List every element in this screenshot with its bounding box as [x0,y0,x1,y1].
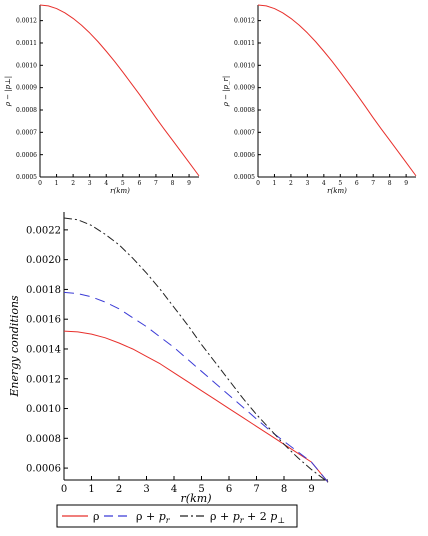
x-tick-label: 3 [88,180,92,187]
panel-energy-ticks: 0 1 2 3 4 5 6 7 8 9 0.0006 0.0008 0.0010 0.0012 0.0014… [26,225,315,495]
panel-top-left-ylabel: ρ − |p⊥| [4,76,12,107]
x-tick-label: 8 [388,180,392,187]
x-tick-label: 8 [281,484,287,495]
series-line-1 [39,4,200,177]
panel-top-right-xlabel: r(km) [327,187,347,195]
y-tick-label: 0.0020 [26,255,61,266]
x-tick-label: 0 [38,180,42,187]
y-tick-label: 0.0008 [234,107,255,114]
x-tick-label: 1 [273,180,277,187]
x-tick-label: 8 [171,180,175,187]
y-tick-label: 0.0008 [16,107,37,114]
y-tick-label: 0.0016 [26,315,61,326]
x-tick-label: 7 [371,180,375,187]
y-tick-label: 0.0011 [234,40,255,47]
x-tick-label: 3 [305,180,309,187]
y-tick-label: 0.0007 [234,129,255,136]
x-tick-label: 9 [187,180,191,187]
panel-energy-axes [63,212,328,481]
x-tick-label: 1 [55,180,59,187]
panel-energy-xlabel: r(km) [181,492,212,505]
panel-energy-conditions: 0 1 2 3 4 5 6 7 8 9 0.0006 0.0008 0.0010 0.0012 0.0014… [8,212,329,528]
y-tick-label: 0.0010 [234,62,255,69]
panel-top-right-axes [257,5,416,178]
panel-energy-ylabel: Energy conditions [8,295,21,398]
x-tick-label: 0 [256,180,260,187]
series-line-1 [63,330,329,483]
panel-top-right-ticks: 0 1 2 3 4 5 6 7 8 9 0.0005 0.0006 0.0007 0.0008 0.0009… [234,18,408,187]
x-tick-label: 5 [198,484,204,495]
x-tick-label: 0 [61,484,67,495]
y-tick-label: 0.0010 [26,404,61,415]
y-tick-label: 0.0010 [16,62,37,69]
legend-label-rho-plus-pr-plus-2pperp: ρ + pr + 2 p⊥ [210,510,285,525]
x-tick-label: 5 [121,180,125,187]
series-line-1 [257,4,417,177]
y-tick-label: 0.0009 [234,85,255,92]
x-tick-label: 5 [338,180,342,187]
panel-energy-series [63,217,329,483]
x-tick-label: 1 [88,484,94,495]
panel-top-right: 0 1 2 3 4 5 6 7 8 9 0.0005 0.0006 0.0007 0.0008 0.0009… [222,4,417,195]
x-tick-label: 6 [355,180,359,187]
legend: ρ ρ + pr ρ + pr + 2 p⊥ [56,504,298,528]
y-tick-label: 0.0008 [26,434,61,445]
legend-label-rho-plus-pr: ρ + pr [136,510,171,525]
legend-box [56,504,298,528]
y-tick-label: 0.0022 [26,225,61,236]
x-tick-label: 9 [308,484,314,495]
y-tick-label: 0.0009 [16,85,37,92]
panel-top-left: 0 1 2 3 4 5 6 7 8 9 0.0005 0.0006 0.0007 0.0008 0.0009… [4,4,200,195]
y-tick-label: 0.0006 [16,152,37,159]
y-tick-label: 0.0005 [16,174,37,181]
panel-top-left-xlabel: r(km) [110,187,130,195]
x-tick-label: 9 [404,180,408,187]
y-tick-label: 0.0006 [234,152,255,159]
y-tick-label: 0.0012 [234,18,255,25]
x-tick-label: 6 [137,180,141,187]
panel-top-right-ylabel: ρ − |p_r| [222,76,230,107]
y-tick-label: 0.0005 [234,174,255,181]
panel-top-left-series [39,4,200,177]
y-tick-label: 0.0014 [26,344,61,355]
series-line-2 [63,291,329,483]
x-tick-label: 3 [143,484,149,495]
x-tick-label: 2 [289,180,293,187]
y-tick-label: 0.0018 [26,285,61,296]
panel-top-left-ticks: 0 1 2 3 4 5 6 7 8 9 0.0005 0.0006 0.0007 0.0008 0.0009… [16,18,191,187]
series-line-3 [63,217,329,483]
y-tick-label: 0.0006 [26,464,61,475]
y-tick-label: 0.0007 [16,129,37,136]
x-tick-label: 7 [253,484,259,495]
y-tick-label: 0.0012 [16,18,37,25]
x-tick-label: 2 [71,180,75,187]
x-tick-label: 4 [104,180,108,187]
x-tick-label: 2 [116,484,122,495]
y-tick-label: 0.0011 [16,40,37,47]
x-tick-label: 4 [171,484,177,495]
x-tick-label: 6 [226,484,232,495]
legend-label-rho: ρ [93,510,99,523]
x-tick-label: 4 [322,180,326,187]
panel-top-left-axes [39,5,199,178]
y-tick-label: 0.0012 [26,374,61,385]
panel-top-right-series [257,4,417,177]
x-tick-label: 7 [154,180,158,187]
